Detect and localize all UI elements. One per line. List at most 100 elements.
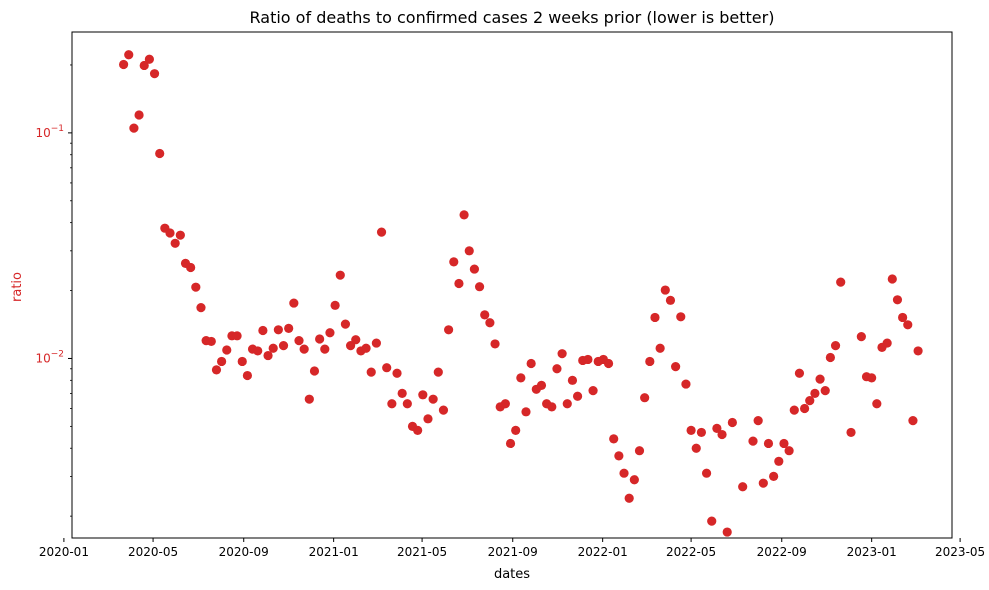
data-point: [237, 356, 247, 367]
data-point: [325, 328, 335, 338]
data-point: [217, 356, 227, 367]
data-point: [800, 403, 810, 414]
data-point: [805, 396, 815, 406]
data-point: [413, 425, 423, 435]
data-point: [155, 148, 165, 159]
data-point: [459, 210, 469, 220]
data-point: [330, 300, 340, 310]
data-point: [887, 274, 897, 284]
x-axis-title: dates: [494, 567, 530, 582]
data-point: [830, 341, 841, 351]
data-point: [810, 388, 820, 398]
data-point: [186, 262, 196, 273]
data-point: [789, 405, 799, 415]
data-point: [567, 375, 578, 385]
x-axis: 2020-01 2020-05 2020-09 2021-01 2021-05 2021-…: [39, 538, 985, 559]
data-point: [371, 338, 381, 348]
data-point: [609, 434, 619, 444]
data-point: [516, 373, 526, 383]
data-point: [392, 368, 402, 378]
y-axis: 10−1 10−2: [35, 64, 72, 517]
x-tick-label: 2020-05: [128, 545, 178, 559]
data-point: [382, 363, 392, 373]
data-point: [444, 325, 454, 335]
data-point: [712, 423, 722, 433]
data-point: [258, 325, 268, 336]
data-point: [898, 312, 908, 323]
data-point: [655, 343, 665, 353]
data-point: [872, 399, 882, 409]
data-point: [634, 446, 645, 456]
data-point: [490, 339, 500, 349]
data-point: [139, 60, 149, 71]
data-point: [387, 399, 397, 409]
x-tick-label: 2021-09: [488, 545, 538, 559]
data-point: [820, 386, 830, 396]
data-point: [294, 336, 304, 346]
data-point: [340, 319, 351, 329]
x-tick-label: 2021-05: [397, 545, 447, 559]
data-point: [289, 298, 299, 308]
data-point: [376, 227, 387, 237]
data-point: [206, 336, 216, 347]
plot-area: [118, 50, 923, 537]
data-point: [867, 373, 877, 383]
data-point: [268, 343, 278, 353]
data-point: [428, 394, 438, 404]
data-point: [856, 332, 866, 342]
data-point: [454, 278, 464, 289]
data-point: [273, 325, 283, 335]
data-point: [423, 414, 433, 424]
data-point: [335, 270, 345, 280]
data-point: [846, 427, 856, 438]
data-point: [696, 427, 707, 438]
data-point: [738, 482, 748, 492]
data-point: [170, 238, 180, 248]
data-point: [129, 123, 139, 133]
data-point: [480, 310, 490, 320]
data-point: [794, 368, 805, 378]
data-point: [650, 312, 660, 323]
data-point: [557, 349, 567, 359]
data-point: [562, 399, 572, 409]
data-point: [366, 367, 376, 377]
data-point: [149, 69, 160, 79]
data-point: [469, 264, 480, 274]
data-point: [284, 323, 294, 333]
data-point: [603, 358, 614, 369]
data-point: [464, 246, 474, 256]
x-tick-label: 2023-05: [935, 545, 985, 559]
data-point: [882, 338, 892, 348]
data-point: [691, 443, 701, 453]
data-point: [118, 59, 129, 70]
axes-frame: [71, 31, 953, 539]
data-point: [449, 257, 459, 267]
data-point: [681, 379, 691, 389]
data-point: [320, 344, 330, 354]
data-point: [433, 367, 443, 377]
data-point: [511, 425, 521, 435]
data-point: [779, 438, 789, 449]
x-tick-label: 2020-09: [219, 545, 269, 559]
data-point: [242, 370, 253, 381]
data-point: [701, 468, 712, 478]
data-point: [309, 366, 320, 376]
data-point: [232, 331, 242, 341]
data-point: [253, 346, 263, 356]
data-point: [763, 438, 774, 449]
data-point: [619, 468, 629, 478]
data-point: [361, 343, 371, 353]
data-point: [521, 407, 531, 417]
data-point: [722, 527, 732, 537]
y-tick-label: 10−1: [35, 124, 64, 140]
data-point: [222, 345, 232, 355]
data-point: [144, 54, 154, 64]
data-point: [304, 394, 314, 404]
data-point: [727, 417, 737, 428]
data-point: [624, 493, 634, 503]
data-point: [485, 318, 495, 328]
x-tick-label: 2023-01: [847, 545, 897, 559]
data-point: [552, 364, 562, 374]
data-point: [175, 230, 185, 240]
